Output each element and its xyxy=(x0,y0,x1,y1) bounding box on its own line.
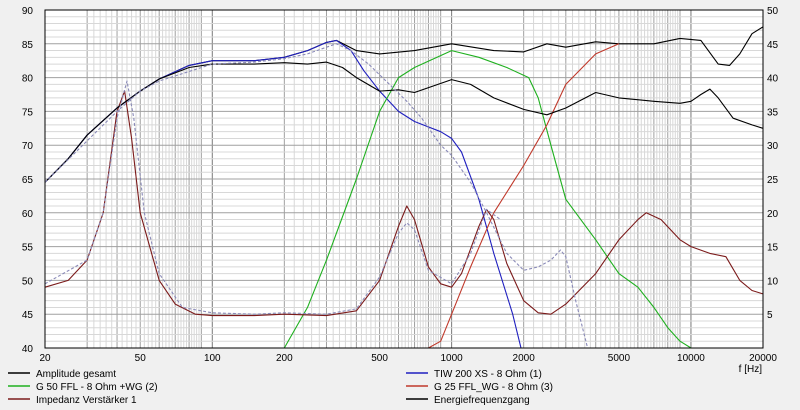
series-line xyxy=(44,90,764,317)
x-tick-label: 100 xyxy=(204,353,221,364)
x-tick-label: 20000 xyxy=(749,353,777,364)
y-tick-label-left: 40 xyxy=(22,344,34,355)
x-axis-label: f [Hz] xyxy=(739,364,763,375)
series-line xyxy=(428,43,620,349)
series-line xyxy=(44,43,589,349)
y-tick-label-right: 30 xyxy=(767,141,779,152)
series-line xyxy=(44,61,764,183)
y-tick-label-right: 10 xyxy=(767,276,779,287)
y-tick-label-left: 65 xyxy=(22,175,34,186)
legend-label: Energiefrequenzgang xyxy=(434,395,530,406)
x-tick-labels: 20 50 100 200 500 1000 2000 5000 10000 20000 xyxy=(39,353,777,364)
y-tick-label-right: 25 xyxy=(767,175,779,186)
y-tick-label-left: 45 xyxy=(22,310,34,321)
plot-frame xyxy=(44,9,764,349)
x-tick-label: 200 xyxy=(276,353,293,364)
series-line xyxy=(44,80,501,315)
y-tick-label-right: 40 xyxy=(767,74,779,85)
y-tick-label-right: 35 xyxy=(767,107,779,118)
series-lines xyxy=(44,26,764,349)
legend-label: G 25 FFL_WG - 8 Ohm (3) xyxy=(434,382,553,393)
y-tick-label-left: 55 xyxy=(22,243,34,254)
y-tick-label-left: 60 xyxy=(22,209,34,220)
x-tick-label: 1000 xyxy=(440,353,463,364)
x-tick-label: 2000 xyxy=(513,353,536,364)
grid xyxy=(45,9,763,349)
series-line xyxy=(283,50,692,349)
y-tick-label-right: 15 xyxy=(767,243,779,254)
x-tick-label: 5000 xyxy=(608,353,631,364)
y-tick-label-left: 75 xyxy=(22,107,34,118)
legend: Amplitude gesamt TIW 200 XS - 8 Ohm (1) G … xyxy=(8,369,553,406)
y-tick-label-left: 85 xyxy=(22,40,34,51)
y-tick-labels-right: 5 10 15 20 25 30 35 40 45 50 xyxy=(767,6,779,321)
y-tick-label-left: 80 xyxy=(22,74,34,85)
y-tick-label-left: 90 xyxy=(22,6,34,17)
x-tick-label: 50 xyxy=(135,353,147,364)
legend-label: Impedanz Verstärker 1 xyxy=(36,395,137,406)
x-tick-label: 10000 xyxy=(677,353,705,364)
y-tick-label-left: 70 xyxy=(22,141,34,152)
y-tick-labels-left: 40 45 50 55 60 65 70 75 80 85 90 xyxy=(22,6,34,355)
y-tick-label-right: 50 xyxy=(767,6,779,17)
y-tick-label-right: 5 xyxy=(767,310,773,321)
legend-label: G 50 FFL - 8 Ohm +WG (2) xyxy=(36,382,158,393)
x-tick-label: 500 xyxy=(371,353,388,364)
legend-label: Amplitude gesamt xyxy=(36,369,116,380)
y-tick-label-right: 20 xyxy=(767,209,779,220)
legend-label: TIW 200 XS - 8 Ohm (1) xyxy=(434,369,542,380)
y-tick-label-left: 50 xyxy=(22,276,34,287)
y-tick-label-right: 45 xyxy=(767,40,779,51)
x-tick-label: 20 xyxy=(39,353,51,364)
